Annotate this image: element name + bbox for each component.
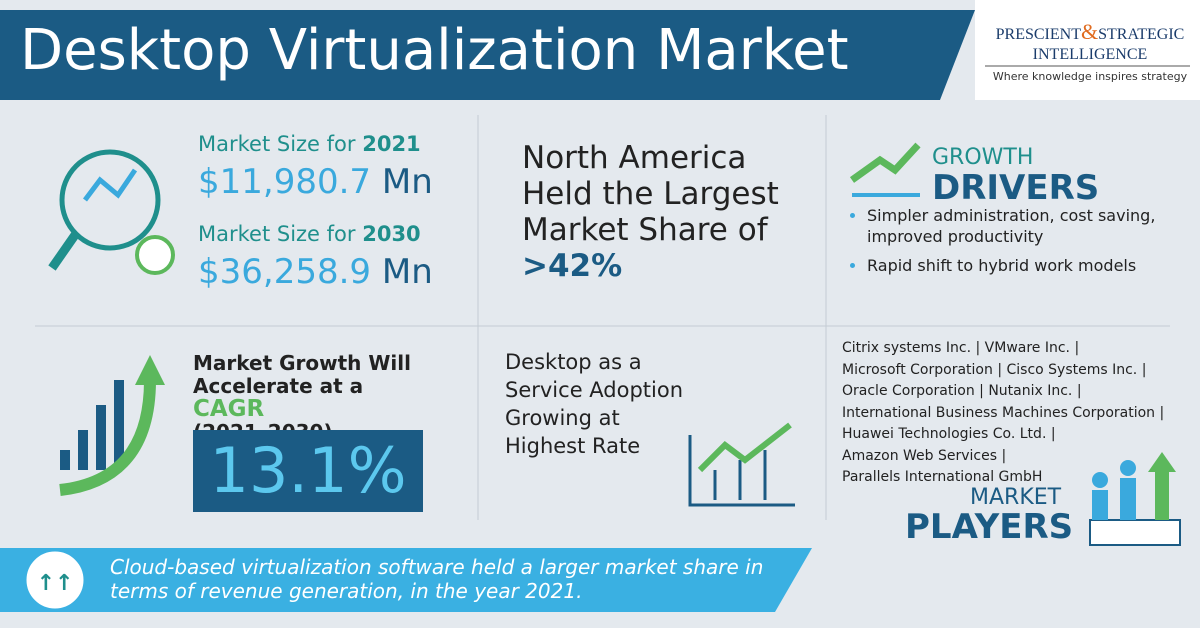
player-line: Citrix systems Inc. | VMware Inc. | (842, 340, 1080, 356)
footer-band (0, 548, 812, 612)
bars-icon (60, 380, 124, 470)
driver: Simpler administration, cost saving, imp… (867, 205, 1200, 247)
size-amount: $11,980.7 (198, 162, 372, 202)
size-year: 2021 (362, 132, 421, 156)
driver-text: Rapid shift to hybrid work models (867, 256, 1137, 275)
logo-amp: & (1080, 19, 1099, 44)
chart-up-icon (849, 142, 921, 197)
drivers-title: GROWTH (932, 145, 1034, 170)
segment: Desktop as a Service Adoption Growing at… (505, 350, 684, 458)
player-line: Amazon Web Services | (842, 447, 1007, 464)
analytics-icon (48, 149, 161, 271)
players-title: PLAYERS (905, 507, 1074, 547)
cagr-text: Market Growth Will Accelerate at a CAGR(… (193, 352, 433, 444)
player-line: International Business Machines Corporat… (842, 404, 1165, 421)
driver: Rapid shift to hybrid work models (867, 255, 1200, 276)
footer-text: Cloud-based virtualization software held… (110, 555, 764, 603)
players-icon (1089, 452, 1181, 546)
players-list: Citrix systems Inc. | VMware Inc. | Micr… (842, 338, 1192, 489)
growth-arrow (59, 379, 156, 496)
player-line: Huawei Technologies Co. Ltd. | (842, 426, 1056, 442)
logo-word: PRESCIENT (995, 26, 1081, 43)
title: Desktop Virtualization Market (20, 18, 849, 83)
cagr-label: Market Growth Will Accelerate at a (193, 351, 411, 398)
region-value: >42% (522, 248, 623, 284)
driver-text: Simpler administration, cost saving, imp… (867, 206, 1156, 246)
growth-arrow-head (135, 355, 165, 385)
size-text: Market Size for (198, 132, 356, 156)
size-unit: Mn (381, 162, 433, 202)
size-value: $36,258.9 Mn (198, 252, 433, 292)
logo-box (975, 0, 1200, 100)
size-amount: $36,258.9 (198, 252, 372, 292)
drivers-title: DRIVERS (932, 168, 1100, 208)
logo: PRESCIENT&STRATEGIC INTELLIGENCE (985, 19, 1195, 65)
logo-word: STRATEGIC (1098, 26, 1185, 43)
cagr-value: 13.1% (193, 430, 423, 512)
player-line: Parallels International GmbH (842, 469, 1043, 485)
size-unit: Mn (381, 252, 433, 292)
title-band (0, 10, 975, 100)
cagr-highlight: CAGR (193, 396, 265, 422)
drivers-list: Simpler administration, cost saving, imp… (845, 205, 1200, 276)
size-value: $11,980.7 Mn (198, 162, 433, 202)
player-line: Oracle Corporation | Nutanix Inc. | (842, 383, 1082, 399)
region-text: North America Held the Largest Market Sh… (522, 140, 779, 248)
size-year: 2030 (362, 222, 421, 246)
size-text: Market Size for (198, 222, 356, 246)
footer-icon (23, 548, 87, 612)
size-label: Market Size for 2030 (198, 222, 421, 246)
size-label: Market Size for 2021 (198, 132, 421, 156)
region: North America Held the Largest Market Sh… (522, 140, 792, 284)
players-title: MARKET (970, 485, 1062, 510)
player-line: Microsoft Corporation | Cisco Systems In… (842, 361, 1147, 378)
daas-icon (688, 422, 795, 507)
logo-word: INTELLIGENCE (1032, 46, 1148, 63)
dollar-icon (135, 235, 175, 275)
footer-icon-glyph: ↑↑ (37, 571, 74, 596)
logo-tagline: Where knowledge inspires strategy (992, 70, 1188, 83)
